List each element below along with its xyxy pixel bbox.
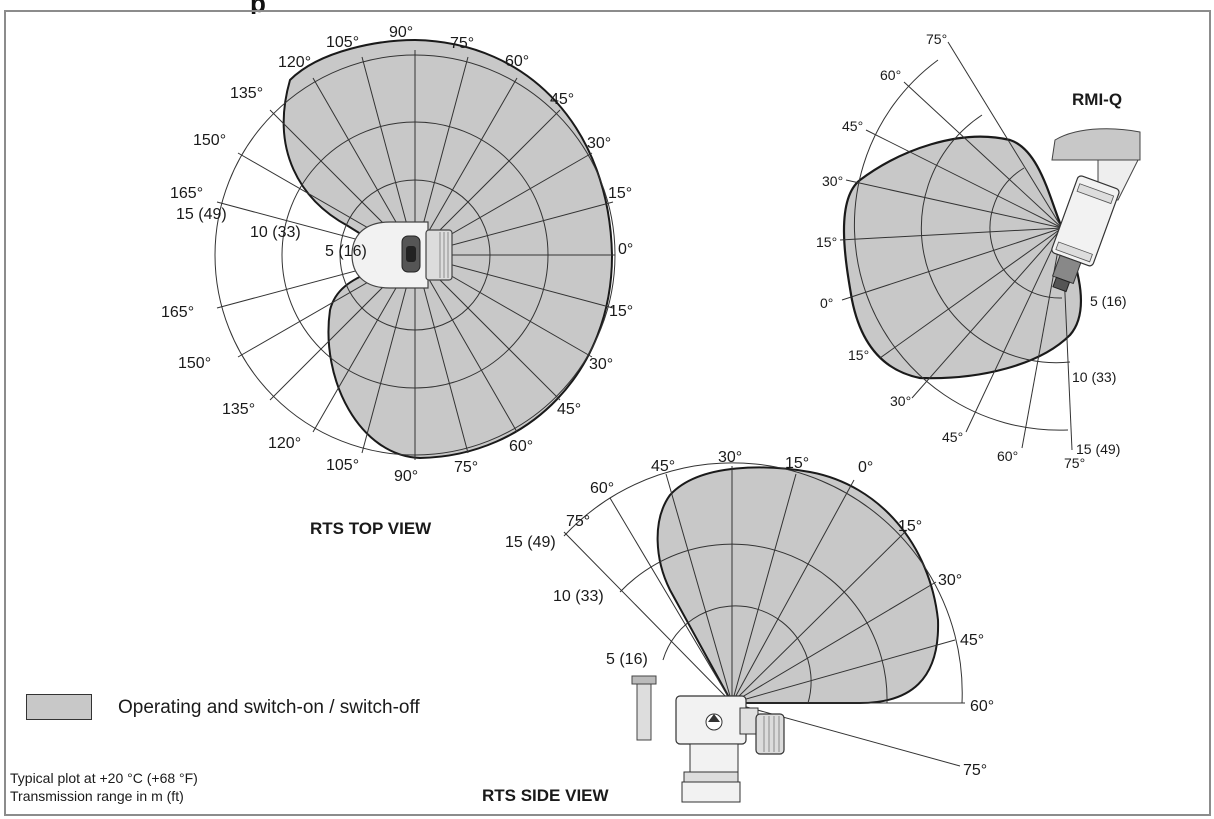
rmi-angle-15-lower: 15° <box>848 347 869 363</box>
top-angle-0: 0° <box>618 241 633 258</box>
top-range-5: 5 (16) <box>325 243 367 260</box>
top-angle-90-lower: 90° <box>394 468 418 485</box>
side-view-range-arcs <box>563 462 963 704</box>
side-angle-60-right: 60° <box>970 698 994 715</box>
side-range-5: 5 (16) <box>606 651 648 668</box>
rmi-angle-30-upper: 30° <box>822 173 843 189</box>
top-angle-105: 105° <box>326 34 359 51</box>
figure-frame <box>4 10 1211 816</box>
rmi-range-5: 5 (16) <box>1090 293 1127 309</box>
top-range-10: 10 (33) <box>250 224 301 241</box>
rmi-angle-45-upper: 45° <box>842 118 863 134</box>
side-view-title: RTS SIDE VIEW <box>482 786 610 805</box>
side-angle-75-right: 75° <box>963 762 987 779</box>
top-view-title: RTS TOP VIEW <box>310 519 432 538</box>
rmi-q-device-icon <box>1051 128 1141 293</box>
note-temperature: Typical plot at +20 °C (+68 °F) <box>10 770 198 786</box>
top-angle-135-lower: 135° <box>222 401 255 418</box>
side-view-radials <box>563 466 965 767</box>
top-range-15: 15 (49) <box>176 206 227 223</box>
top-view-diagram: 90° 105° 120° 135° 150° 165° 75° 60° 45°… <box>161 24 633 538</box>
rts-sensor-icon <box>351 221 453 289</box>
rmi-angle-60-upper: 60° <box>880 67 901 83</box>
top-angle-30-upper: 30° <box>587 135 611 152</box>
side-range-15: 15 (49) <box>505 534 556 551</box>
side-angle-30-left: 30° <box>718 449 742 466</box>
note-range-units: Transmission range in m (ft) <box>10 788 184 804</box>
legend-swatch <box>26 694 92 720</box>
rmi-shaded-region <box>842 135 1083 380</box>
top-angle-90: 90° <box>389 24 413 41</box>
top-angle-120-lower: 120° <box>268 435 301 452</box>
top-angle-165-upper: 165° <box>170 185 203 202</box>
rmi-angle-75-lower: 75° <box>1064 455 1085 471</box>
rmi-range-10: 10 (33) <box>1072 369 1116 385</box>
top-angle-105-lower: 105° <box>326 457 359 474</box>
side-angle-15-left: 15° <box>785 455 809 472</box>
top-angle-75-upper: 75° <box>450 35 474 52</box>
side-angle-30-right: 30° <box>938 572 962 589</box>
top-angle-60-upper: 60° <box>505 53 529 70</box>
top-angle-135: 135° <box>230 85 263 102</box>
side-view-shaded-region <box>656 466 940 704</box>
top-angle-120: 120° <box>278 54 311 71</box>
top-angle-45-lower: 45° <box>557 401 581 418</box>
side-view-diagram: 75° 60° 45° 30° 15° 0° 15° 30° 45° 60° 7… <box>482 449 994 805</box>
top-angle-150: 150° <box>193 132 226 149</box>
top-angle-165-lower: 165° <box>161 304 194 321</box>
rmi-angle-45-lower: 45° <box>942 429 963 445</box>
side-angle-15-right: 15° <box>898 518 922 535</box>
legend-label: Operating and switch-on / switch-off <box>118 697 420 718</box>
rmi-view-diagram: RMI-Q 75° 60° 45° 30° 15° 0° 15° 30° 45°… <box>816 31 1141 471</box>
rmi-range-arcs <box>853 59 1071 431</box>
side-angle-60-left: 60° <box>590 480 614 497</box>
top-angle-75-lower: 75° <box>454 459 478 476</box>
rmi-angle-75-upper: 75° <box>926 31 947 47</box>
top-angle-30-lower: 30° <box>589 356 613 373</box>
side-angle-45-right: 45° <box>960 632 984 649</box>
rmi-range-15: 15 (49) <box>1076 441 1120 457</box>
rmi-title: RMI-Q <box>1072 90 1122 109</box>
rmi-angle-30-lower: 30° <box>890 393 911 409</box>
rts-side-device-icon <box>631 675 785 803</box>
top-angle-150-lower: 150° <box>178 355 211 372</box>
rmi-angle-60-lower: 60° <box>997 448 1018 464</box>
top-angle-45-upper: 45° <box>550 91 574 108</box>
rmi-angle-0: 0° <box>820 295 833 311</box>
top-angle-15-upper: 15° <box>608 185 632 202</box>
rmi-angle-15-upper: 15° <box>816 234 837 250</box>
top-angle-60-lower: 60° <box>509 438 533 455</box>
side-angle-0: 0° <box>858 459 873 476</box>
rmi-radials <box>839 41 1073 451</box>
side-range-10: 10 (33) <box>553 588 604 605</box>
side-angle-75-left: 75° <box>566 513 590 530</box>
side-angle-45-left: 45° <box>651 458 675 475</box>
top-angle-15-lower: 15° <box>609 303 633 320</box>
